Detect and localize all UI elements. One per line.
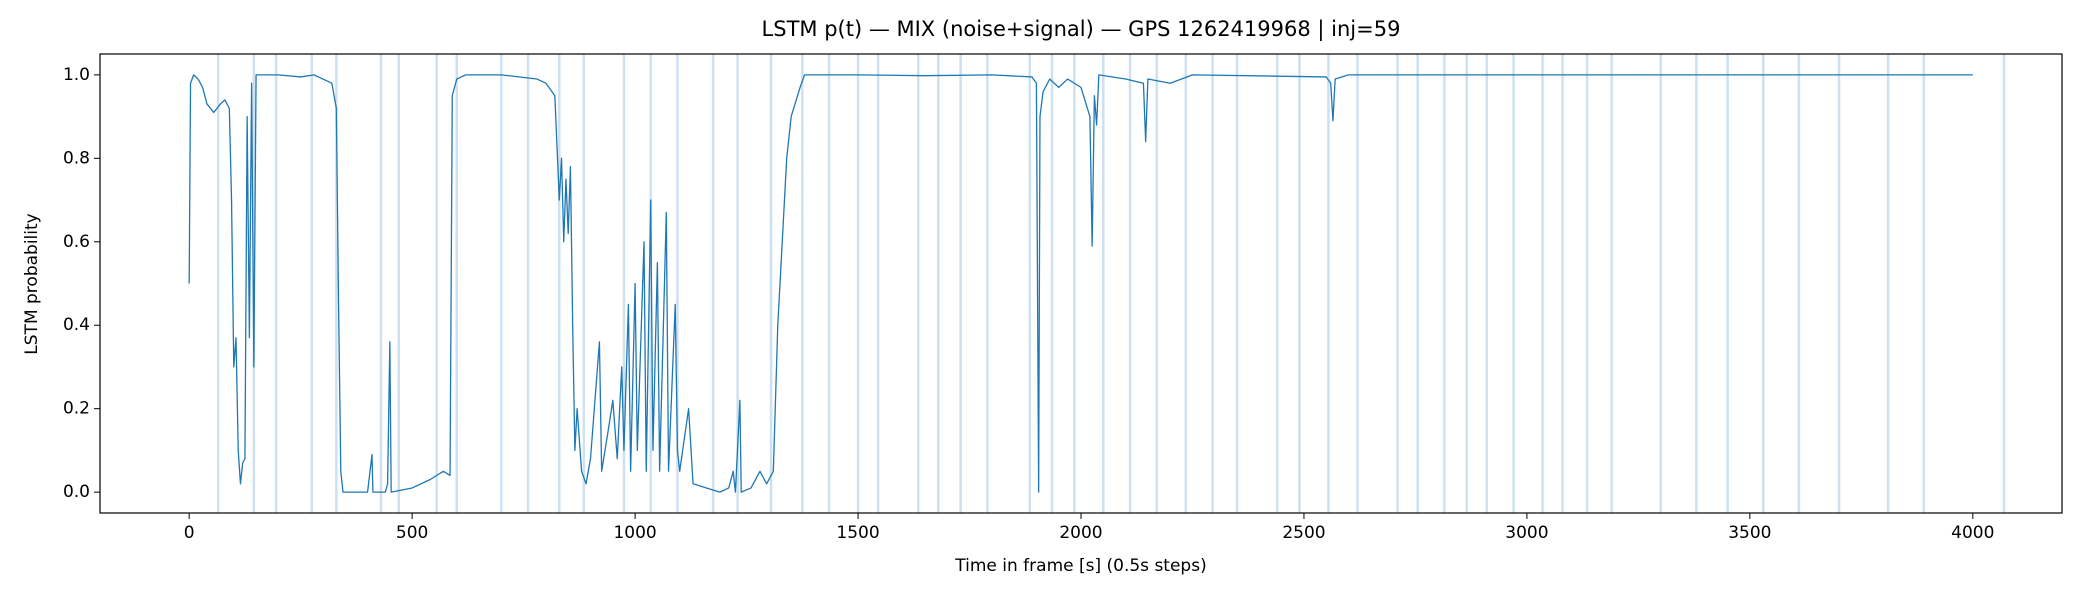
- x-tick-label: 4000: [1951, 523, 1994, 543]
- y-tick-label: 0.0: [63, 482, 90, 502]
- plot-frame: [99, 53, 2063, 514]
- x-tick-label: 500: [396, 523, 428, 543]
- x-tick-label: 1500: [836, 523, 879, 543]
- x-tick-label: 2000: [1059, 523, 1102, 543]
- x-tick-label: 2500: [1282, 523, 1325, 543]
- y-tick-label: 0.4: [63, 315, 90, 335]
- y-tick-label: 0.8: [63, 148, 90, 168]
- y-tick-label: 0.2: [63, 399, 90, 419]
- x-tick-label: 3500: [1728, 523, 1771, 543]
- x-axis-label: Time in frame [s] (0.5s steps): [954, 556, 1206, 576]
- probability-line: [188, 74, 1973, 493]
- x-tick-label: 1000: [613, 523, 656, 543]
- x-tick-label: 0: [184, 523, 195, 543]
- y-tick-label: 0.6: [63, 232, 90, 252]
- chart-title: LSTM p(t) — MIX (noise+signal) — GPS 126…: [762, 17, 1401, 42]
- x-tick-label: 3000: [1505, 523, 1548, 543]
- y-axis-label: LSTM probability: [22, 213, 42, 354]
- y-tick-label: 1.0: [63, 65, 90, 85]
